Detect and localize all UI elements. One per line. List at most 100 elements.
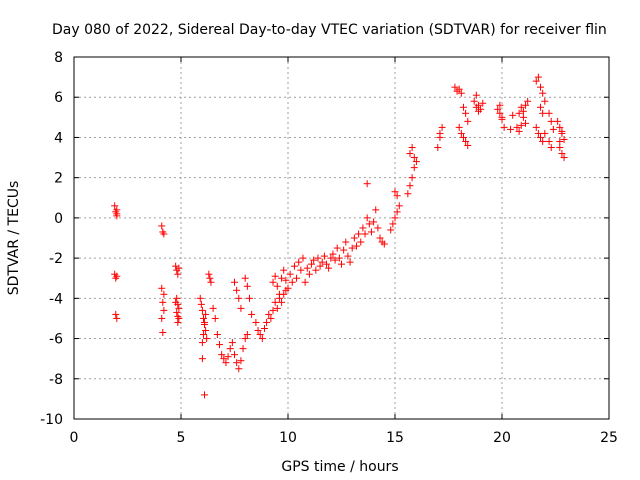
data-point xyxy=(554,117,562,125)
data-point xyxy=(280,266,288,274)
data-point xyxy=(472,91,480,99)
y-axis-label: SDTVAR / TECUs xyxy=(6,181,22,296)
y-tick-label: -8 xyxy=(49,372,63,388)
data-point xyxy=(474,107,482,115)
data-point xyxy=(303,264,311,272)
y-tick-label: 0 xyxy=(54,211,63,227)
data-point xyxy=(537,103,545,111)
data-point xyxy=(175,304,183,312)
data-point xyxy=(273,282,281,290)
data-point xyxy=(455,123,463,131)
data-point xyxy=(532,123,540,131)
data-point xyxy=(459,133,467,141)
data-point xyxy=(549,125,557,133)
data-point xyxy=(372,206,380,214)
data-point xyxy=(175,314,183,322)
data-point xyxy=(547,144,555,151)
data-point xyxy=(352,242,360,250)
data-point xyxy=(113,314,121,322)
data-point xyxy=(260,325,268,332)
data-point xyxy=(203,335,211,343)
data-point xyxy=(558,127,566,135)
data-point xyxy=(325,264,333,272)
data-point xyxy=(158,222,166,230)
data-point xyxy=(376,234,384,242)
data-point xyxy=(202,327,210,335)
data-point xyxy=(174,318,182,326)
data-point xyxy=(174,270,182,278)
data-point xyxy=(172,298,180,306)
data-point xyxy=(243,331,251,339)
x-tick-label: 0 xyxy=(70,430,79,446)
ticks: 0 5 10 15 20 25 -10 -8 -6 -4 -2 0 2 4 6 8 xyxy=(40,50,618,446)
y-tick-label: 8 xyxy=(54,50,63,66)
data-point xyxy=(209,304,217,312)
data-point xyxy=(175,264,183,272)
data-point xyxy=(494,105,502,113)
data-point xyxy=(408,174,416,182)
data-point xyxy=(344,252,352,260)
data-point xyxy=(496,101,504,109)
data-point xyxy=(320,252,328,260)
data-point xyxy=(245,294,253,302)
data-point xyxy=(314,254,322,262)
data-point xyxy=(517,121,525,129)
data-point xyxy=(301,278,309,286)
data-point xyxy=(308,260,316,268)
data-points xyxy=(111,73,568,399)
data-point xyxy=(455,85,463,93)
data-point xyxy=(412,158,420,166)
data-point xyxy=(158,314,166,322)
data-point xyxy=(515,127,523,135)
data-point xyxy=(470,97,478,105)
data-point xyxy=(393,208,401,216)
data-point xyxy=(258,335,266,343)
data-point xyxy=(335,254,343,262)
data-point xyxy=(338,260,345,268)
data-point xyxy=(198,339,206,347)
data-point xyxy=(226,345,234,353)
data-point xyxy=(299,254,307,262)
data-point xyxy=(199,314,207,322)
data-point xyxy=(241,274,249,282)
data-point xyxy=(539,89,547,97)
data-point xyxy=(243,282,251,290)
data-point xyxy=(254,327,262,335)
data-point xyxy=(464,117,472,125)
data-point xyxy=(159,329,167,337)
data-point xyxy=(438,123,446,131)
data-point xyxy=(218,351,226,359)
data-point xyxy=(365,220,373,228)
data-point xyxy=(198,306,206,314)
data-point xyxy=(462,137,470,145)
data-point xyxy=(271,272,279,280)
data-point xyxy=(556,144,564,151)
data-point xyxy=(560,154,568,162)
data-point xyxy=(112,310,120,318)
data-point xyxy=(537,83,545,91)
data-point xyxy=(560,135,568,143)
data-point xyxy=(237,304,245,312)
data-point xyxy=(496,109,504,117)
data-point xyxy=(404,190,412,198)
data-point xyxy=(451,83,459,91)
data-point xyxy=(464,141,472,149)
data-point xyxy=(197,300,205,308)
data-point xyxy=(532,77,540,85)
data-point xyxy=(233,286,241,294)
data-point xyxy=(459,103,467,111)
data-point xyxy=(522,101,530,109)
data-point xyxy=(524,97,532,105)
data-point xyxy=(457,89,465,97)
data-point xyxy=(393,192,401,200)
data-point xyxy=(329,250,337,258)
data-point xyxy=(507,125,515,133)
y-tick-label: -6 xyxy=(49,332,63,348)
data-point xyxy=(556,123,564,131)
data-point xyxy=(323,260,331,268)
y-tick-label: -2 xyxy=(49,251,63,267)
data-point xyxy=(269,306,277,314)
data-point xyxy=(293,274,301,282)
data-point xyxy=(556,137,564,145)
data-point xyxy=(408,144,416,151)
